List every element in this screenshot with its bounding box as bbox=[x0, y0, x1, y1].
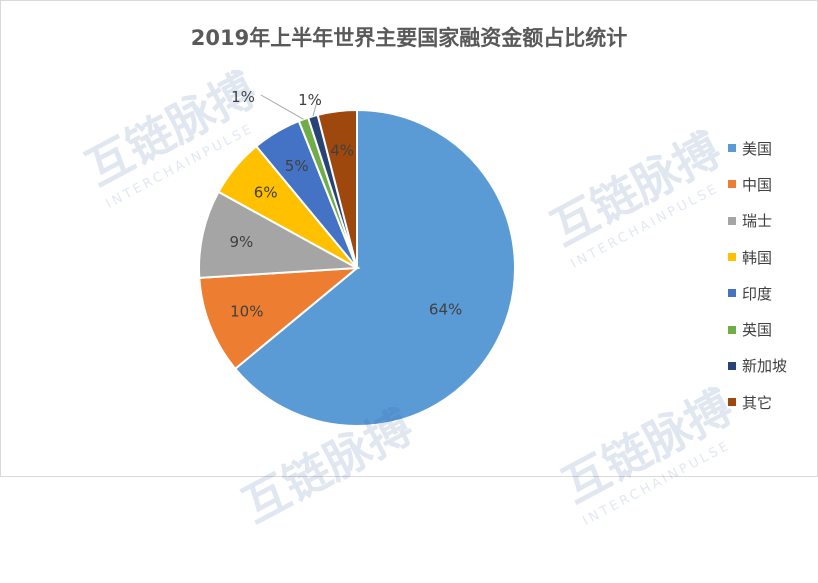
legend-item-8: 其它 bbox=[728, 384, 787, 420]
legend-label: 新加坡 bbox=[742, 357, 788, 376]
data-label-7: 1% bbox=[298, 91, 322, 109]
data-label-5: 5% bbox=[285, 157, 309, 175]
legend-label: 中国 bbox=[742, 175, 773, 194]
data-label-8: 4% bbox=[330, 141, 354, 159]
legend-item-6: 英国 bbox=[728, 311, 787, 347]
chart-legend: 美国中国瑞士韩国印度英国新加坡其它 bbox=[728, 130, 787, 420]
pie-chart: 64% 10% 9% 6% 5% 1% 1% 4% bbox=[197, 88, 516, 427]
legend-item-7: 新加坡 bbox=[728, 348, 787, 384]
data-label-2: 10% bbox=[230, 303, 263, 321]
legend-item-3: 瑞士 bbox=[728, 203, 787, 239]
pie-slice-3 bbox=[197, 190, 361, 279]
legend-swatch bbox=[728, 325, 736, 334]
pie-slice-2 bbox=[198, 266, 361, 371]
legend-label: 英国 bbox=[742, 321, 773, 340]
legend-item-1: 美国 bbox=[728, 130, 787, 166]
leader-line-6 bbox=[260, 94, 304, 120]
data-label-4: 6% bbox=[254, 184, 278, 202]
data-label-6: 1% bbox=[231, 88, 255, 106]
legend-label: 其它 bbox=[742, 393, 773, 412]
legend-item-5: 印度 bbox=[728, 275, 787, 311]
data-label-3: 9% bbox=[230, 233, 254, 251]
legend-item-4: 韩国 bbox=[728, 239, 787, 275]
leader-line-7 bbox=[312, 97, 319, 117]
legend-swatch bbox=[728, 144, 736, 153]
legend-swatch bbox=[728, 253, 736, 262]
chart-title: 2019年上半年世界主要国家融资金额占比统计 bbox=[190, 26, 628, 50]
legend-label: 瑞士 bbox=[742, 212, 773, 231]
pie-slice-8 bbox=[316, 108, 358, 269]
legend-item-2: 中国 bbox=[728, 166, 787, 202]
legend-swatch bbox=[728, 361, 736, 370]
legend-swatch bbox=[728, 398, 736, 407]
legend-swatch bbox=[728, 216, 736, 225]
data-label-1: 64% bbox=[429, 301, 462, 319]
legend-label: 韩国 bbox=[742, 248, 773, 267]
pie-slice-1 bbox=[233, 108, 516, 427]
legend-label: 印度 bbox=[742, 284, 773, 303]
legend-swatch bbox=[728, 180, 736, 189]
legend-label: 美国 bbox=[742, 139, 773, 158]
legend-swatch bbox=[728, 289, 736, 298]
